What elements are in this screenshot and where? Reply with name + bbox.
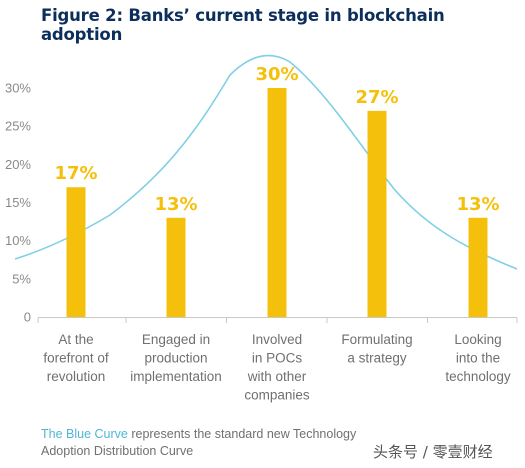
category-label-layer: At the forefront of revolution Engaged in pr… [43,332,511,403]
data-label: 27% [355,87,398,108]
data-label: 17% [54,163,97,184]
y-tick-label: 5% [12,271,31,286]
category-label: Involved in POCs with other companies [244,332,310,403]
y-tick-label: 25% [5,119,31,134]
footnote: The Blue Curve represents the standard n… [41,426,401,460]
data-label: 30% [255,64,298,85]
footnote-highlight: The Blue Curve [41,427,128,441]
watermark: 头条号 / 零壹财经 [373,443,493,461]
bar [468,217,488,317]
adoption-curve [14,54,518,270]
bar [267,88,287,317]
category-label: Formulating a strategy [341,332,412,366]
y-tick-label: 20% [5,157,31,172]
bar [66,187,86,317]
bar [367,110,387,318]
category-label: Engaged in production implementation [130,332,222,384]
category-label: Looking into the technology [445,332,511,384]
bar-layer [66,88,488,318]
category-label: At the forefront of revolution [43,332,109,384]
data-label: 13% [154,194,197,215]
axis-layer: 0 5% 10% 15% 20% 25% 30% [5,81,518,325]
data-label-layer: 17% 13% 30% 27% 13% [54,64,499,215]
y-tick-label: 0 [24,310,31,325]
chart-title: Figure 2: Banks’ current stage in blockc… [41,6,445,44]
y-tick-label: 15% [5,195,31,210]
y-tick-label: 10% [5,233,31,248]
bar [166,217,186,317]
data-label: 13% [456,194,499,215]
bar-chart: 0 5% 10% 15% 20% 25% 30% 17% 13% 30% 27% 13% At th… [5,54,518,403]
adoption-curve-layer [14,54,518,270]
footnote-text: represents the standard new Technology A… [41,427,357,458]
y-tick-label: 30% [5,81,31,96]
